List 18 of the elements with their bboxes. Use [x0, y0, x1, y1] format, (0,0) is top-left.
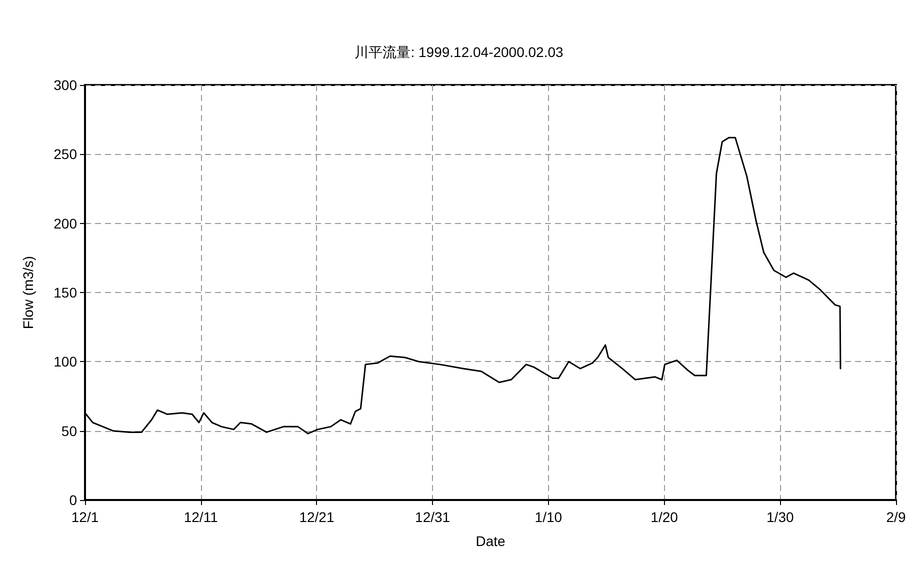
chart-title: 川平流量: 1999.12.04-2000.02.03 — [354, 44, 564, 60]
x-tick-label: 1/30 — [766, 509, 794, 525]
y-tick-label: 300 — [54, 77, 78, 93]
y-tick-label: 50 — [61, 422, 78, 439]
x-tick-label: 1/20 — [650, 509, 678, 525]
y-tick-label: 250 — [54, 146, 78, 162]
x-tick-label: 2/9 — [886, 509, 906, 525]
x-tick-label: 12/31 — [415, 509, 450, 525]
x-tick-label: 12/1 — [71, 509, 99, 525]
y-tick-label: 100 — [54, 354, 78, 370]
y-tick-label: 200 — [54, 215, 78, 232]
y-axis-title: Flow (m3/s) — [20, 256, 36, 330]
x-tick-label: 12/21 — [299, 509, 334, 525]
y-tick-label: 0 — [69, 492, 78, 508]
x-tick-label: 12/11 — [184, 509, 218, 525]
y-tick-label: 150 — [54, 284, 78, 300]
x-tick-label: 1/10 — [534, 509, 562, 525]
x-axis-title: Date — [476, 533, 506, 549]
